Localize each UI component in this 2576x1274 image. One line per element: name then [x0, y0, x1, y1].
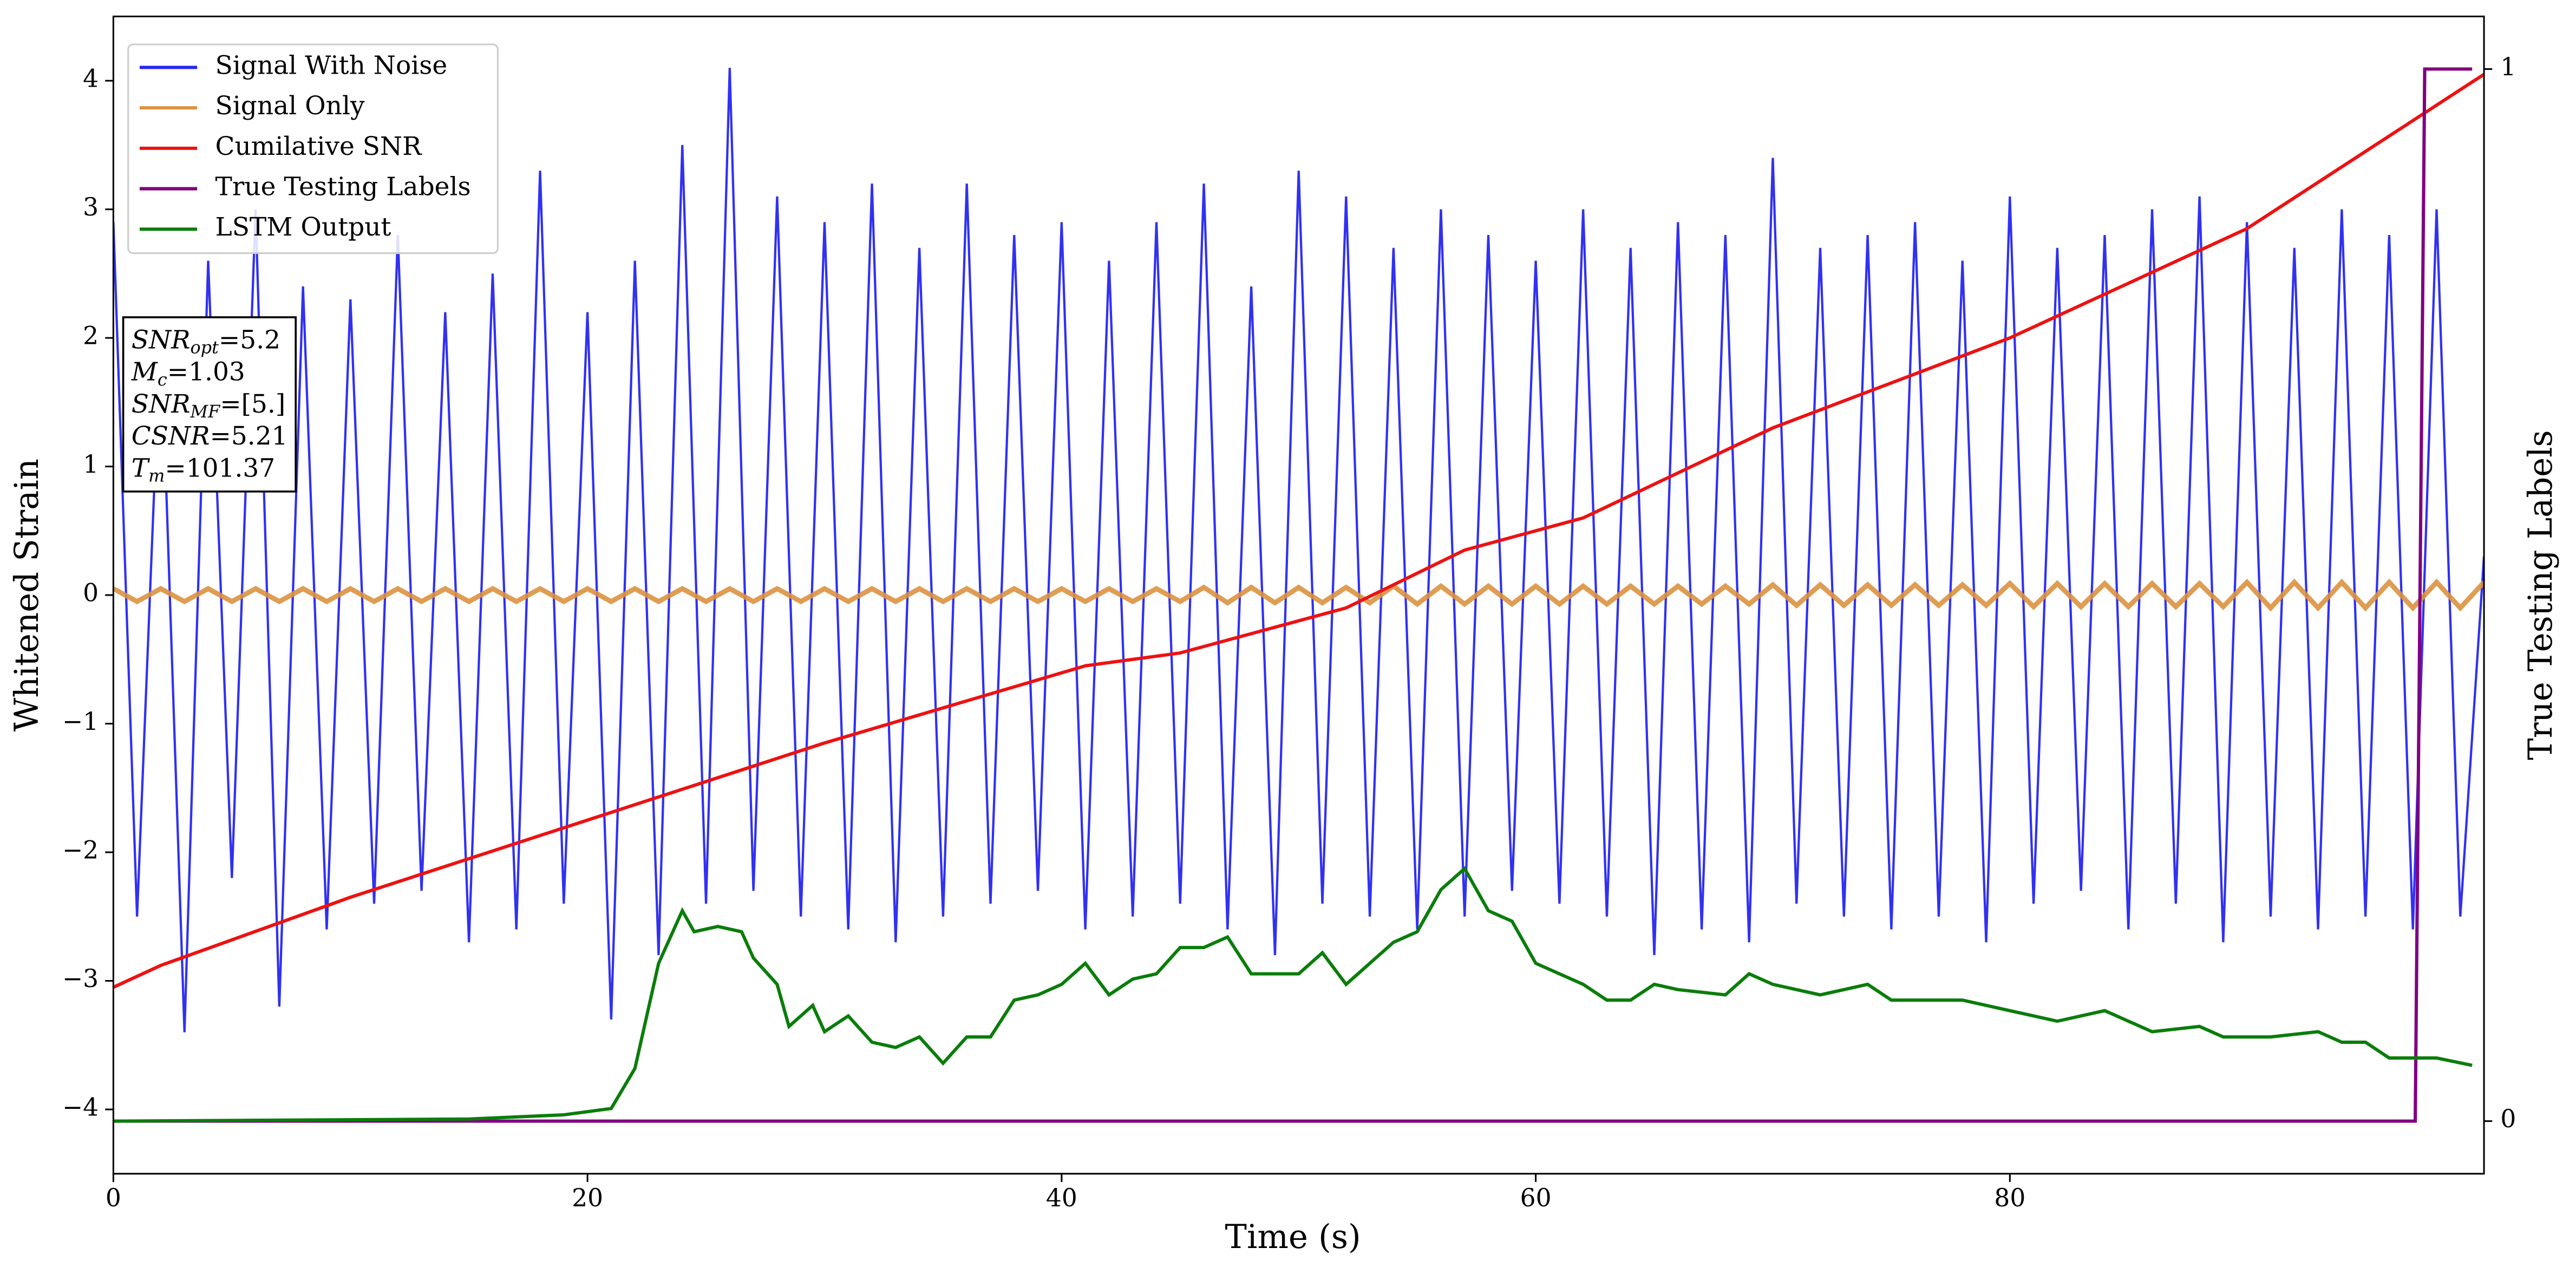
annotation-main: M: [131, 357, 159, 387]
annotation-main: CSNR: [132, 421, 210, 451]
annotation-rest: =[5.]: [220, 389, 285, 419]
annotation-sub: c: [158, 369, 167, 389]
x-tick-label: 20: [572, 1184, 603, 1212]
y-tick-label: 4: [83, 64, 99, 93]
annotation-main: T: [132, 453, 151, 483]
x-tick-label: 60: [1520, 1184, 1552, 1212]
annotation-rest: =1.03: [167, 357, 245, 387]
annotation-box: [122, 316, 297, 493]
annotation-sub: m: [148, 465, 165, 486]
legend-label: Signal Only: [215, 91, 365, 121]
y2-tick-label: 0: [2500, 1105, 2516, 1133]
x-axis-label: Time (s): [1225, 1218, 1361, 1256]
annotation-rest: =101.37: [165, 453, 275, 483]
y-tick-label: −2: [62, 836, 99, 865]
series-line: [113, 67, 2473, 1123]
y-tick-label: 1: [83, 450, 99, 479]
y-tick-label: 3: [83, 193, 99, 221]
series-line: [113, 68, 2485, 1033]
annotation-sub: opt: [191, 337, 219, 357]
series-line: [113, 578, 2485, 612]
x-tick-label: 0: [106, 1184, 121, 1212]
plot-frame: [112, 15, 2485, 1175]
annotation-main: SNR: [132, 389, 191, 419]
y-tick-label: 2: [83, 322, 99, 350]
annotation-line: Mc=1.03: [131, 357, 245, 390]
annotation-rest: =5.2: [219, 325, 280, 355]
legend-label: Cumilative SNR: [215, 132, 423, 161]
legend-label: Signal With Noise: [215, 50, 448, 80]
legend-box: [127, 43, 499, 254]
y-axis-label: Whitened Strain: [8, 459, 46, 731]
y2-axis-label: True Testing Labels: [2522, 430, 2560, 760]
legend-label: True Testing Labels: [215, 172, 471, 202]
annotation-sub: MF: [190, 401, 221, 422]
x-tick-label: 40: [1046, 1184, 1077, 1212]
annotation-line: SNRMF=[5.]: [132, 389, 285, 422]
annotation-rest: =5.21: [210, 421, 287, 451]
y-tick-label: 0: [83, 579, 99, 607]
y2-tick-label: 1: [2500, 53, 2516, 81]
y-tick-label: −3: [62, 964, 99, 993]
legend-label: LSTM Output: [215, 212, 391, 242]
y-tick-label: −4: [62, 1093, 99, 1122]
series-line: [113, 866, 2473, 1123]
annotation-line: CSNR=5.21: [132, 421, 288, 451]
annotation-line: SNRopt=5.2: [132, 325, 280, 358]
annotation-line: Tm=101.37: [132, 453, 276, 486]
series-line: [113, 73, 2485, 989]
x-tick-label: 80: [1994, 1184, 2025, 1212]
annotation-main: SNR: [132, 325, 191, 355]
y-tick-label: −1: [62, 707, 99, 736]
